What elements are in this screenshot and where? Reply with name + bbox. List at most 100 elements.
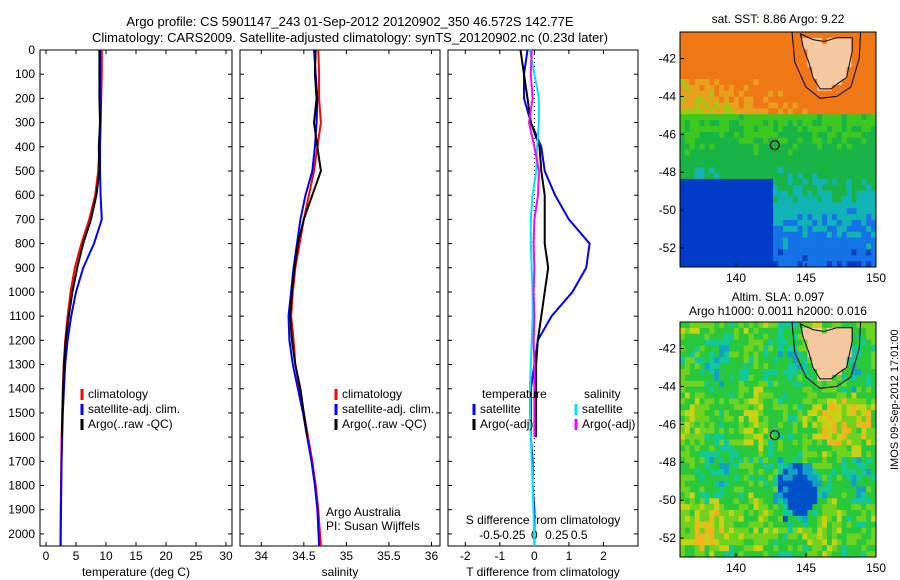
map-cell [822,539,828,546]
map-cell [694,149,700,156]
map-cell [782,61,789,68]
map-cell [822,357,828,364]
map-cell [866,261,872,268]
map-cell [704,61,710,68]
map-cell [827,225,833,233]
map-cell [822,184,828,192]
map-cell [719,474,725,482]
map-cell [866,37,872,45]
map-cell [841,161,847,168]
map-cell [851,237,857,244]
map-cell [714,439,720,446]
map-cell [704,439,710,446]
map-cell [831,184,838,192]
map-cell [733,149,740,156]
map-cell [724,504,730,511]
map-cell [729,173,735,180]
map-cell [758,126,764,133]
map-cell [787,463,794,470]
map-cell [778,73,784,80]
map-cell [689,126,696,133]
map-cell [802,161,808,168]
map-cell [724,333,730,341]
map-cell [812,67,818,74]
map-cell [841,102,847,109]
map-cell [724,173,730,180]
map-cell [822,451,828,458]
map-cell [694,237,700,244]
map-cell [812,404,818,411]
map-cell [738,190,745,197]
map-cell [699,374,705,382]
map-cell [753,380,759,388]
map-cell [817,527,823,534]
map-cell [831,468,838,476]
map-cell [729,131,735,139]
map-cell [871,131,877,139]
map-cell [787,208,794,215]
map-cell [866,416,872,423]
map-cell [871,515,877,523]
map-cell [724,120,730,127]
map-cell [861,231,867,239]
map-cell [694,492,700,499]
map-cell [753,421,759,429]
map-cell [714,515,720,523]
map-cell [763,451,769,458]
map-cell [782,208,789,215]
map-cell [787,533,794,540]
map-cell [684,457,691,464]
map-cell [812,220,818,227]
map-cell [699,143,705,150]
map-cell [719,510,725,517]
y-tick-label: 1800 [8,479,35,493]
map-cell [841,243,847,250]
y-tick-label: -42 [659,342,677,356]
map-cell [748,551,754,558]
map-cell [709,208,715,215]
map-cell [714,457,720,464]
map-cell [738,533,745,540]
map-cell [753,392,759,399]
map-cell [758,345,764,352]
map-cell [792,410,798,417]
x-tick-label: 35 [340,549,354,563]
map-cell [782,545,789,552]
map-cell [841,480,847,487]
map-cell [782,486,789,493]
map-cell [748,468,754,476]
map-cell [846,90,852,98]
map-cell [753,492,759,499]
map-cell [743,410,749,417]
map-cell [748,363,754,370]
map-cell [689,521,696,529]
map-cell [782,363,789,370]
map-cell [861,357,867,364]
map-cell [748,143,754,150]
map-cell [680,79,686,86]
map-cell [871,468,877,476]
map-cell [861,131,867,139]
map-cell [871,351,877,358]
map-cell [807,327,813,335]
map-cell [807,231,813,239]
map-cell [714,545,720,552]
map-cell [699,225,705,233]
map-cell [694,167,700,174]
map-cell [738,527,745,534]
map-cell [827,126,833,133]
map-cell [846,184,852,192]
map-cell [768,486,774,493]
map-cell [851,515,857,523]
map-cell [856,510,862,517]
map-cell [709,386,715,393]
map-cell [729,231,735,239]
map-cell [871,231,877,239]
map-cell [729,196,735,203]
map-cell [724,515,730,523]
map-cell [758,551,764,558]
map-cell [733,392,740,399]
map-cell [763,102,769,109]
map-cell [797,231,803,239]
map-cell [724,510,730,517]
